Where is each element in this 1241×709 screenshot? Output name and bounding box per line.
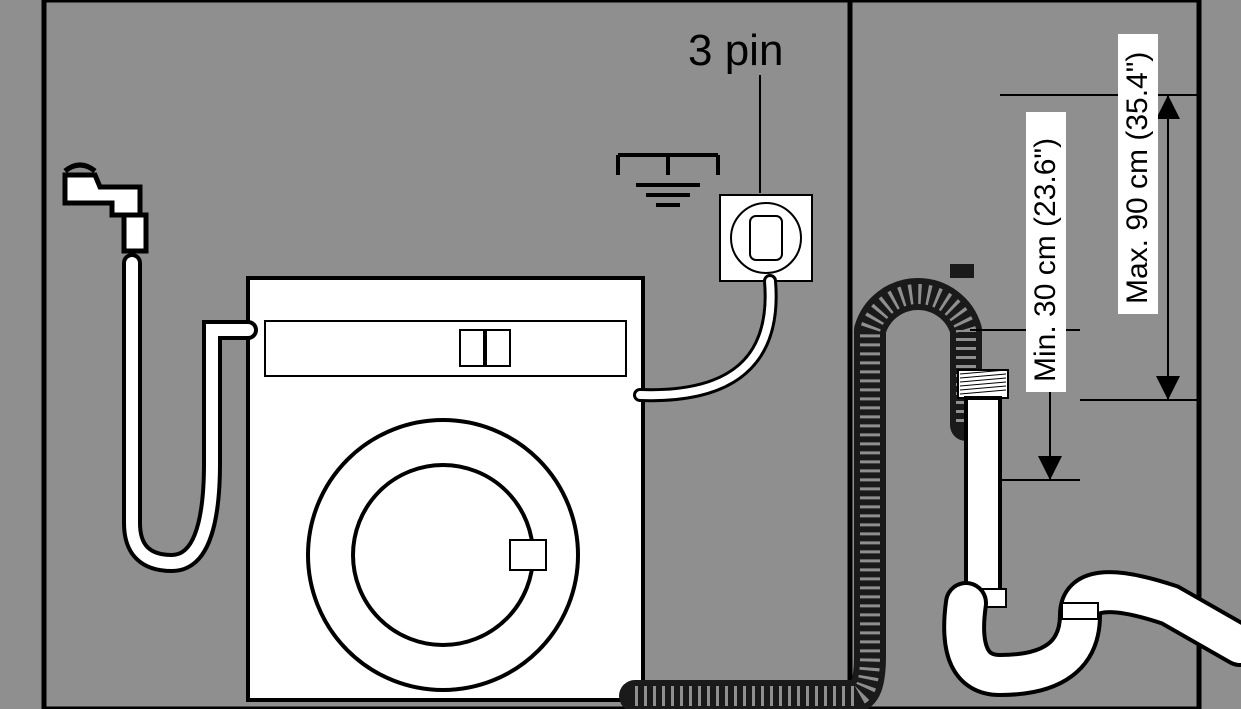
- washer-door-latch: [510, 540, 546, 570]
- tap-handle: [65, 165, 95, 171]
- standpipe: [966, 398, 1000, 603]
- tap-spout: [124, 215, 146, 251]
- plug: [750, 216, 782, 260]
- power-cord-outer: [640, 281, 771, 395]
- dim-arrow: [1038, 456, 1062, 480]
- ground-symbol-icon: [618, 155, 718, 205]
- dim-arrow: [1156, 95, 1180, 119]
- dim-arrow: [1156, 376, 1180, 400]
- power-cord-inner: [640, 281, 771, 395]
- water-tap-icon: [65, 175, 140, 215]
- hose-clip: [950, 264, 974, 278]
- drain-hose: [635, 294, 966, 696]
- washing-machine: [248, 278, 643, 700]
- trap-joint-1: [1062, 603, 1098, 619]
- dim-label: Max. 90 cm (35.4"): [1121, 52, 1154, 304]
- inlet-hose-outer: [132, 263, 248, 563]
- drain-hose-ribs: [635, 294, 966, 696]
- inlet-hose-inner: [132, 263, 248, 563]
- dim-label: Min. 30 cm (23.6"): [1029, 138, 1062, 382]
- plug-label: 3 pin: [688, 26, 783, 75]
